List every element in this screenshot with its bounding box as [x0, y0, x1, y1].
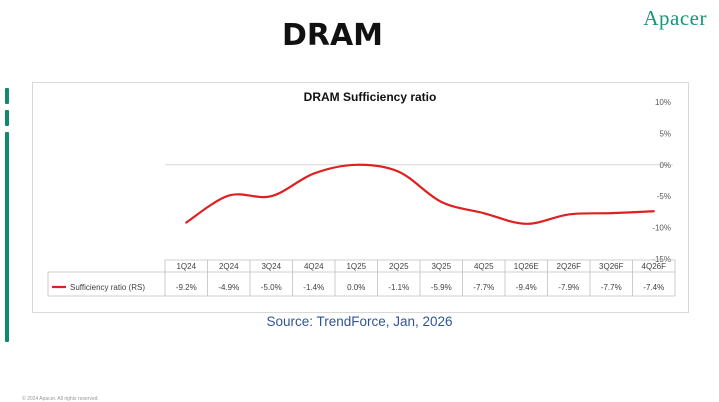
x-category-label: 3Q26F [599, 262, 624, 271]
data-value-label: -9.2% [176, 283, 197, 292]
x-category-label: 4Q24 [304, 262, 324, 271]
data-value-label: -9.4% [516, 283, 537, 292]
series-line [185, 163, 655, 225]
data-value-label: -7.7% [601, 283, 622, 292]
y-tick-label: 5% [659, 129, 671, 138]
data-value-label: -1.1% [388, 283, 409, 292]
data-value-label: -4.9% [218, 283, 239, 292]
data-value-label: -1.4% [303, 283, 324, 292]
source-note: Source: TrendForce, Jan, 2026 [266, 314, 453, 329]
y-tick-label: -10% [652, 224, 671, 233]
data-value-label: -7.4% [643, 283, 664, 292]
data-value-label: -7.9% [558, 283, 579, 292]
legend-label: Sufficiency ratio (RS) [70, 283, 145, 292]
brand-logo: Apacer [643, 6, 707, 30]
chart-frame: DRAM Sufficiency ratio 10% 5% 0% -5% -10% -15%… [32, 82, 689, 313]
x-category-label: 2Q26F [557, 262, 582, 271]
slide-title: DRAM [281, 18, 384, 53]
y-tick-label: 0% [659, 161, 671, 170]
left-accent-bar-2 [5, 110, 9, 126]
x-category-label: 1Q25 [346, 262, 366, 271]
chart-svg: DRAM Sufficiency ratio 10% 5% 0% -5% -10% -15%… [47, 90, 676, 297]
left-accent-bar-3 [5, 132, 9, 342]
y-tick-label: 10% [655, 98, 671, 107]
y-tick-label: -5% [657, 192, 671, 201]
copyright-footer: © 2024 Apacer. All rights reserved. [22, 396, 99, 402]
x-category-label: 3Q25 [431, 262, 451, 271]
data-value-label: -5.9% [431, 283, 452, 292]
chart-title: DRAM Sufficiency ratio [304, 90, 437, 104]
data-value-label: -5.0% [261, 283, 282, 292]
data-value-label: -7.7% [473, 283, 494, 292]
y-tick-label: -15% [652, 255, 671, 264]
data-value-label: 0.0% [347, 283, 365, 292]
x-category-label: 2Q25 [389, 262, 409, 271]
x-category-label: 2Q24 [219, 262, 239, 271]
x-category-label: 4Q26F [642, 262, 667, 271]
x-category-label: 1Q24 [176, 262, 196, 271]
left-accent-bar-1 [5, 88, 9, 104]
x-category-label: 3Q24 [261, 262, 281, 271]
x-category-label: 1Q26E [514, 262, 539, 271]
x-category-label: 4Q25 [474, 262, 494, 271]
